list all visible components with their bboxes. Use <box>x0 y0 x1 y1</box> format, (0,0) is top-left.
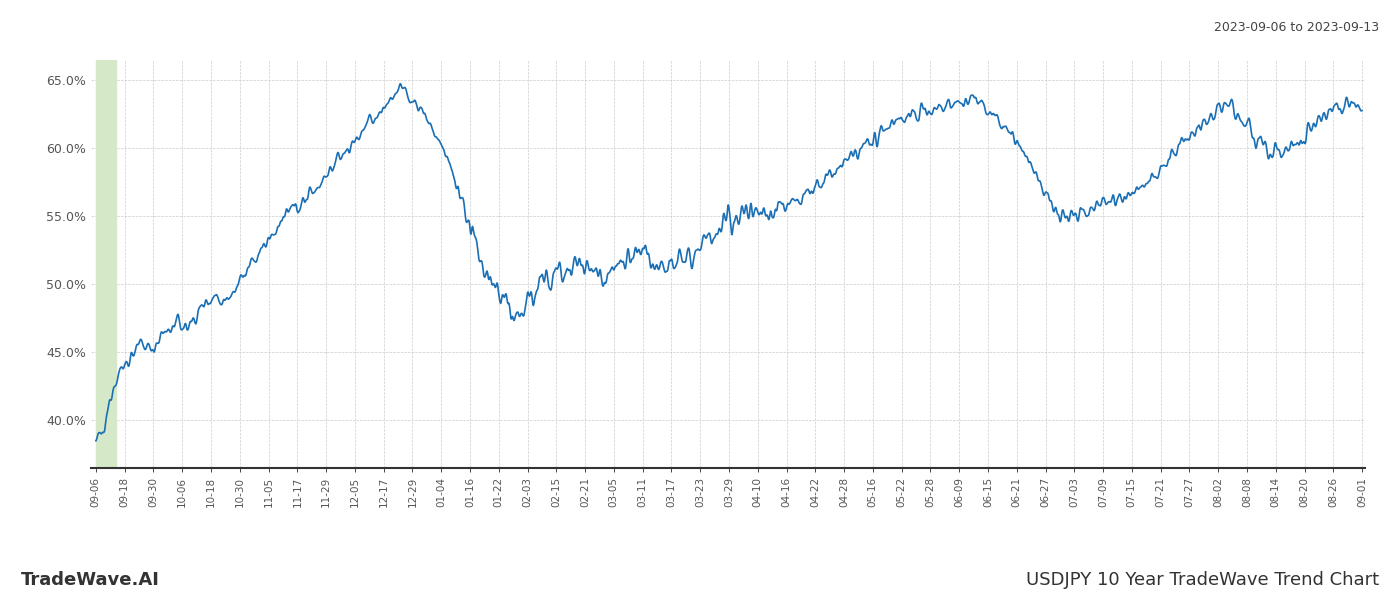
Text: TradeWave.AI: TradeWave.AI <box>21 571 160 589</box>
Bar <box>95 60 116 468</box>
Text: 2023-09-06 to 2023-09-13: 2023-09-06 to 2023-09-13 <box>1214 21 1379 34</box>
Text: USDJPY 10 Year TradeWave Trend Chart: USDJPY 10 Year TradeWave Trend Chart <box>1026 571 1379 589</box>
